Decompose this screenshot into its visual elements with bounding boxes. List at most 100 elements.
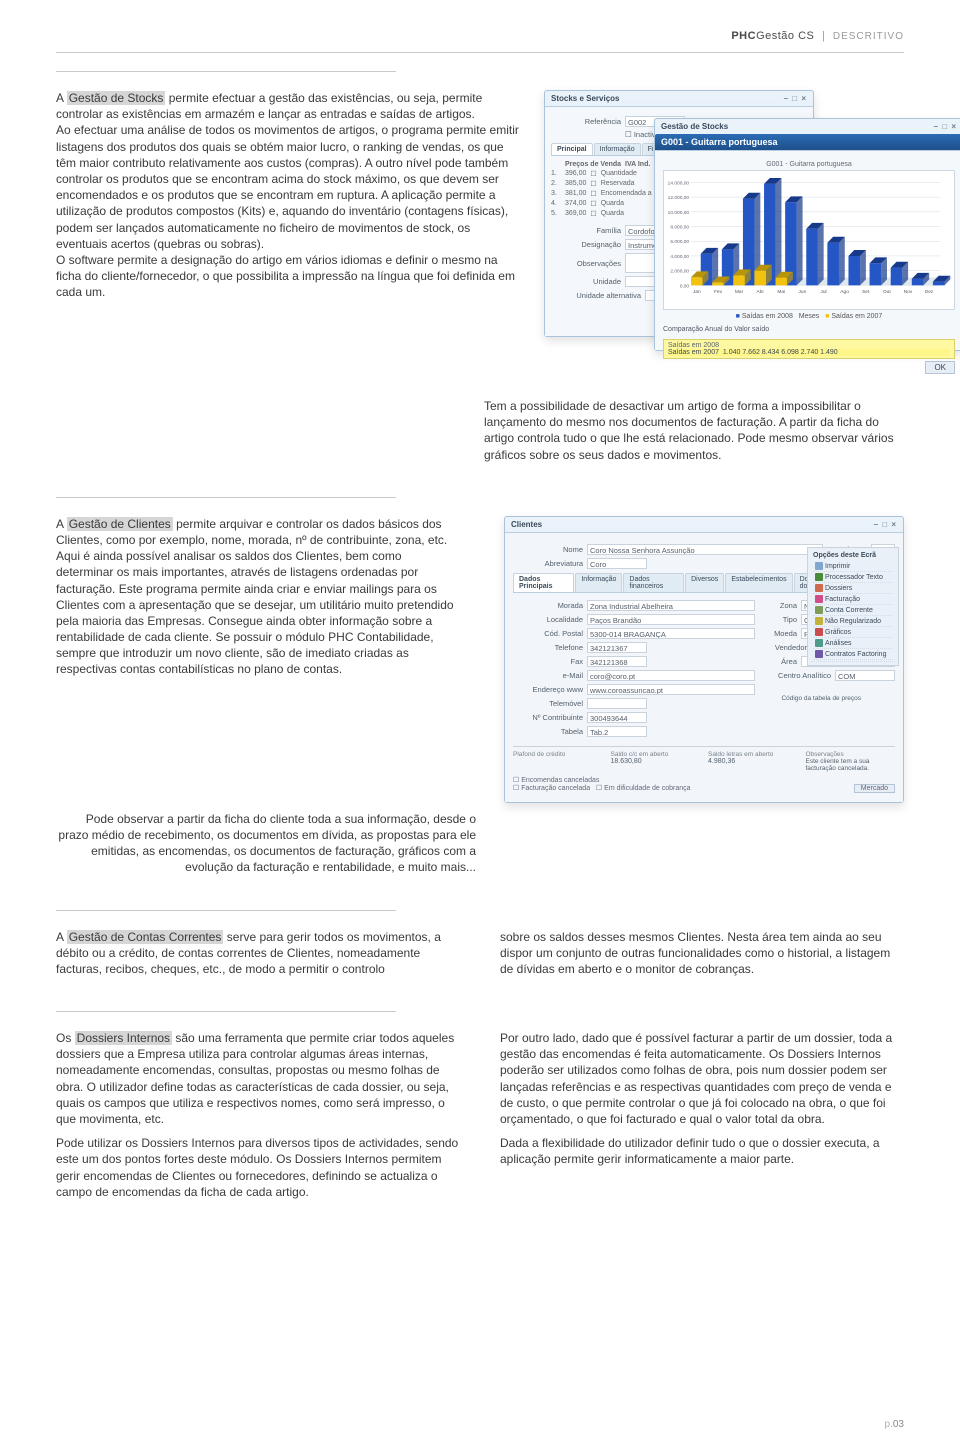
stock-front-title: Gestão de Stocks (661, 122, 728, 131)
unid-alt-label: Unidade alternativa (551, 291, 641, 300)
cp-l: Cód. Postal (513, 629, 583, 638)
clients-highlight: Gestão de Clientes (67, 517, 173, 531)
tab-principal[interactable]: Principal (551, 143, 593, 155)
svg-text:Mai: Mai (777, 289, 785, 295)
side-item[interactable]: Imprimir (813, 561, 893, 572)
window-controls-icon[interactable]: – □ × (874, 520, 897, 529)
chk-fact[interactable]: ☐ Facturação cancelada (513, 785, 590, 792)
local-input[interactable]: Paços Brandão (587, 614, 755, 625)
side-item[interactable]: Contratos Factoring (813, 649, 893, 660)
tab-div[interactable]: Diversos (685, 573, 724, 592)
section2-rule (56, 497, 396, 498)
tab-dados[interactable]: Dados Principais (513, 573, 574, 592)
ca-input[interactable]: COM (835, 670, 895, 681)
svg-text:Fev: Fev (714, 289, 723, 295)
www-input[interactable]: www.coroassuncao.pt (587, 684, 755, 695)
saldo-l: Saldo c/c em aberto (611, 751, 701, 758)
window-controls-icon[interactable]: – □ × (784, 94, 807, 103)
section-dossiers: Os Dossiers Internos são uma ferramenta … (56, 1030, 904, 1208)
zona-l: Zona (761, 601, 797, 610)
chk-dif[interactable]: ☐ Em dificuldade de cobrança (596, 785, 691, 792)
side-item[interactable]: Processador Texto (813, 572, 893, 583)
clients-win-title: Clientes (511, 520, 542, 529)
legend-2008: Saídas em 2008 (742, 313, 793, 320)
morada-l: Morada (513, 601, 583, 610)
abrev-input[interactable]: Coro (587, 558, 647, 569)
svg-text:Abr: Abr (756, 289, 764, 295)
stock-back-title: Stocks e Serviços (551, 94, 619, 103)
saldo-v: 18.630,80 (611, 758, 701, 765)
morada-input[interactable]: Zona Industrial Abelheira (587, 600, 755, 611)
svg-text:Mar: Mar (735, 289, 744, 295)
stocks-prefix: A (56, 91, 67, 105)
nome-label: Nome (513, 545, 583, 554)
iva-header: IVA Ind. (625, 161, 650, 168)
mail-input[interactable]: coro@coro.pt (587, 670, 755, 681)
tab-input[interactable]: Tab.2 (587, 726, 647, 737)
legend-2007: Saídas em 2007 (831, 313, 882, 320)
fax-input[interactable]: 342121368 (587, 656, 647, 667)
prices-header: Preços de Venda (565, 161, 621, 168)
movel-input[interactable] (587, 698, 647, 709)
moeda-l: Moeda (761, 629, 797, 638)
nif-l: Nº Contribuinte (513, 713, 583, 722)
tab-estab[interactable]: Estabelecimentos (725, 573, 792, 592)
compare-title: Comparação Anual do Valor saído (663, 326, 955, 333)
abrev-label: Abreviatura (513, 559, 583, 568)
local-l: Localidade (513, 615, 583, 624)
tab-l: Tabela (513, 727, 583, 736)
side-item[interactable]: Facturação (813, 594, 893, 605)
tab-fin[interactable]: Dados financeiros (623, 573, 684, 592)
stocks-body: permite efectuar a gestão das existência… (56, 91, 519, 299)
chk-enc[interactable]: ☐ Encomendas canceladas (513, 777, 599, 784)
clients-footer: Plafond de crédito Saldo c/c em aberto18… (513, 746, 895, 772)
section-clients-text: A Gestão de Clientes permite arquivar e … (56, 516, 456, 803)
side-item[interactable]: Gráficos (813, 627, 893, 638)
clients-side-panel: Opções deste Ecrã ImprimirProcessador Te… (807, 547, 899, 666)
tab-info[interactable]: Informação (594, 143, 641, 155)
tel-input[interactable]: 342121367 (587, 642, 647, 653)
window-controls-icon[interactable]: – □ × (934, 122, 957, 131)
nif-input[interactable]: 300493644 (587, 712, 647, 723)
cp-input[interactable]: 5300-014 BRAGANÇA (587, 628, 755, 639)
stocks-screenshots: Stocks e Serviços– □ × ReferênciaG002Des… (544, 90, 904, 390)
clients-body: permite arquivar e controlar os dados bá… (56, 517, 454, 677)
doss-highlight: Dossiers Internos (75, 1031, 172, 1045)
obs-label: Observações (551, 259, 621, 268)
side-item[interactable]: Dossiers (813, 583, 893, 594)
mail-l: e-Mail (513, 671, 583, 680)
ok-button[interactable]: OK (925, 361, 955, 374)
desig2-label: Designação (551, 240, 621, 249)
section-clients: A Gestão de Clientes permite arquivar e … (56, 516, 904, 803)
section-contas: A Gestão de Contas Correntes serve para … (56, 929, 904, 986)
svg-text:10.000,00: 10.000,00 (668, 210, 690, 216)
clients-prefix: A (56, 517, 67, 531)
unidade-label: Unidade (551, 277, 621, 286)
nome-input[interactable]: Coro Nossa Senhora Assunção (587, 544, 823, 555)
vend-l: Vendedor (761, 643, 807, 652)
doss-paragraph-b1: Por outro lado, dado que é possível fact… (500, 1030, 904, 1127)
mercado-button[interactable]: Mercado (854, 784, 895, 793)
side-item[interactable]: Não Regularizado (813, 616, 893, 627)
svg-text:8.000,00: 8.000,00 (670, 224, 689, 230)
svg-text:14.000,00: 14.000,00 (668, 180, 690, 186)
clients-b-paragraph: Pode observar a partir da ficha do clien… (56, 811, 476, 876)
section-stocks-text: A Gestão de Stocks permite efectuar a ge… (56, 90, 524, 390)
stock-window-front: Gestão de Stocks– □ × G001 - Guitarra po… (654, 118, 960, 351)
compare-table: Saídas em 2008 Saídas em 2007 1.040 7.66… (663, 339, 955, 359)
side-item[interactable]: Análises (813, 638, 893, 649)
contas-paragraph-b: sobre os saldos desses mesmos Clientes. … (500, 929, 904, 978)
side-item[interactable]: Conta Corrente (813, 605, 893, 616)
section1-rule (56, 71, 396, 72)
svg-text:2.000,00: 2.000,00 (670, 269, 689, 275)
area-l: Área (761, 657, 797, 666)
letras-v: 4.980,36 (708, 758, 798, 765)
svg-text:Dez: Dez (925, 289, 934, 295)
page-number: p.03 (885, 1419, 904, 1430)
www-l: Endereço www (513, 685, 583, 694)
tab-info[interactable]: Informação (575, 573, 622, 592)
section-stocks: A Gestão de Stocks permite efectuar a ge… (56, 90, 904, 390)
brand-separator: | (822, 30, 825, 42)
svg-text:12.000,00: 12.000,00 (668, 195, 690, 201)
clients-screenshot-col: Clientes – □ × Nome Coro Nossa Senhora Ass… (476, 516, 904, 803)
